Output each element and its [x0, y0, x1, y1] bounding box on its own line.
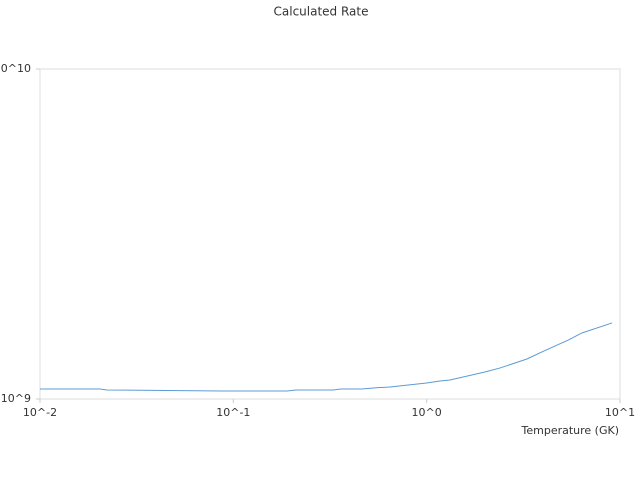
x-tick-label: 10^0	[412, 406, 442, 419]
plot-frame	[39, 68, 621, 400]
line-series	[40, 322, 613, 392]
chart-title: Calculated Rate	[274, 5, 369, 19]
x-tick-label: 10^-2	[23, 406, 57, 419]
y-tick-label: 10^10	[0, 62, 31, 75]
x-axis-label: Temperature (GK)	[521, 424, 620, 437]
y-tick-label: 10^9	[1, 392, 31, 405]
x-tick-label: 10^-1	[216, 406, 250, 419]
x-tick-label: 10^1	[605, 406, 635, 419]
